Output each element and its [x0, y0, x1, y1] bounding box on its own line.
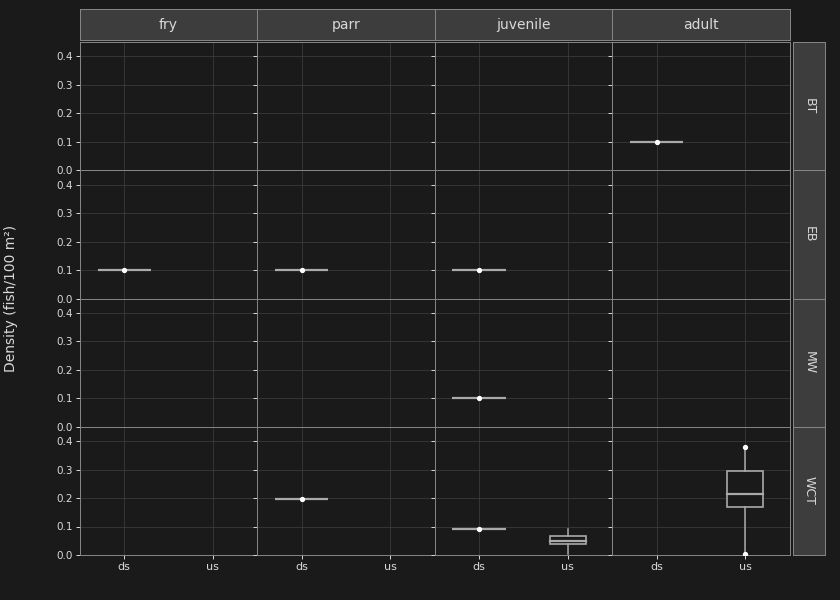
Text: adult: adult [683, 17, 719, 32]
Text: EB: EB [802, 226, 816, 242]
Text: MW: MW [802, 351, 816, 374]
Bar [727, 471, 763, 506]
Text: parr: parr [332, 17, 360, 32]
Bar [550, 536, 585, 544]
Text: WCT: WCT [802, 476, 816, 505]
Text: Density (fish/100 m²): Density (fish/100 m²) [4, 225, 18, 372]
Text: BT: BT [802, 98, 816, 115]
Text: juvenile: juvenile [496, 17, 551, 32]
Text: fry: fry [159, 17, 178, 32]
